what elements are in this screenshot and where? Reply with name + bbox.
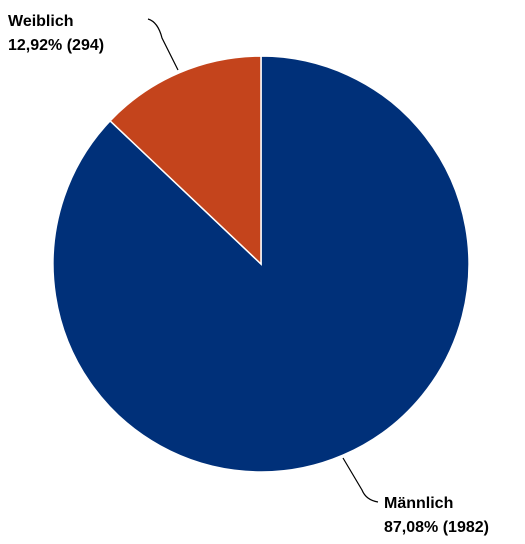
pie-slice-weiblich <box>109 55 262 266</box>
leader-line-weiblich <box>147 18 179 71</box>
slice-label-maennlich-value: 87,08% (1982) <box>384 519 489 536</box>
pie-slices <box>52 55 470 473</box>
slice-label-weiblich-value: 12,92% (294) <box>8 37 104 54</box>
pie-slice-maennlich <box>52 55 470 473</box>
slice-label-maennlich-name: Männlich <box>384 495 453 512</box>
slice-label-weiblich-name: Weiblich <box>8 13 74 30</box>
slice-labels: Weiblich 12,92% (294) Männlich 87,08% (1… <box>8 13 489 536</box>
leader-lines <box>147 18 379 503</box>
leader-line-maennlich <box>342 457 379 503</box>
